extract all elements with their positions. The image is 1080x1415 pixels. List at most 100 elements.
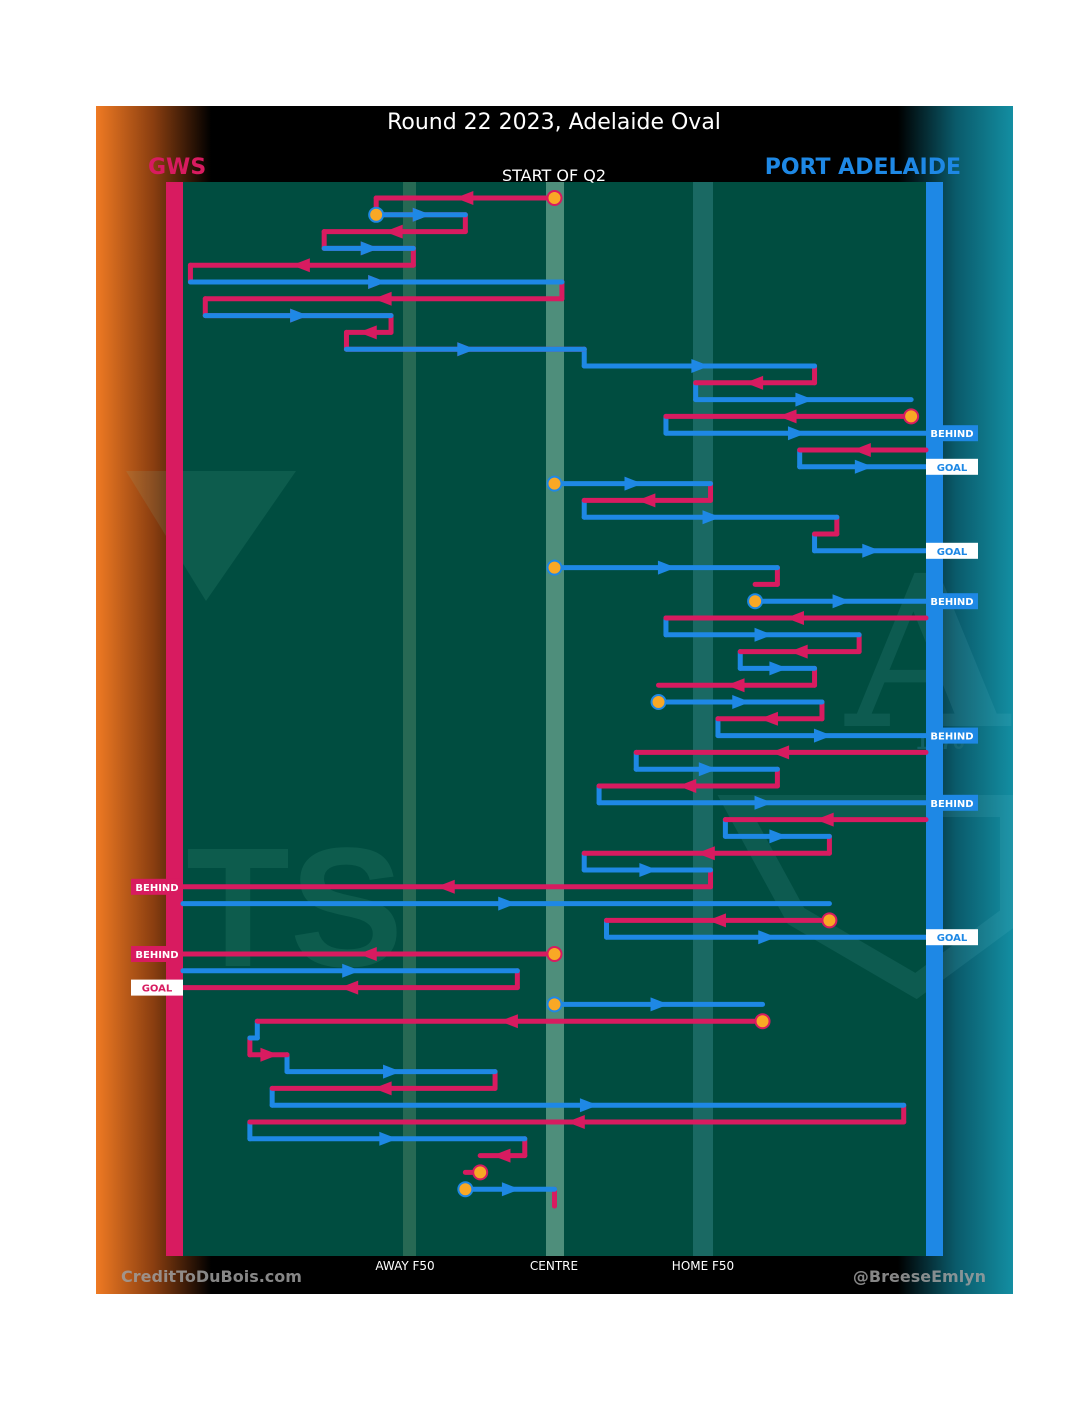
ball-up-marker <box>650 694 667 710</box>
goal-badge <box>131 979 183 996</box>
direction-arrow-icon <box>373 1081 392 1096</box>
behind-badge <box>926 794 978 811</box>
behind-badge-label: BEHIND <box>135 950 178 961</box>
goal-badge-label: GOAL <box>937 933 968 944</box>
direction-arrow-icon <box>785 611 804 625</box>
behind-badge <box>131 878 183 895</box>
direction-arrow-icon <box>852 443 871 457</box>
possession-segments <box>180 191 929 1209</box>
direction-arrow-icon <box>373 291 392 306</box>
direction-arrow-icon <box>759 711 778 726</box>
direction-arrow-icon <box>436 879 455 894</box>
ball-up-marker <box>754 1013 771 1030</box>
direction-arrow-icon <box>412 207 431 222</box>
behind-badge-label: BEHIND <box>930 429 973 440</box>
behind-badge-label: BEHIND <box>930 799 973 810</box>
port-goal-bar <box>926 182 943 1256</box>
direction-arrow-icon <box>758 930 777 945</box>
zone-label-centre: CENTRE <box>530 1259 578 1273</box>
direction-arrow-icon <box>384 224 403 239</box>
goal-badge-label: GOAL <box>937 463 968 474</box>
goal-badge <box>926 929 978 946</box>
behind-badge <box>926 727 978 744</box>
direction-arrow-icon <box>789 644 808 659</box>
direction-arrow-icon <box>340 980 359 995</box>
direction-arrow-icon <box>290 308 309 323</box>
ball-up-marker <box>457 1181 474 1198</box>
direction-arrow-icon <box>379 1131 398 1146</box>
direction-arrow-icon <box>771 745 790 760</box>
direction-arrow-icon <box>754 795 773 810</box>
direction-arrow-icon <box>702 510 721 525</box>
direction-arrow-icon <box>795 392 814 407</box>
direction-arrow-icon <box>624 476 643 491</box>
direction-arrow-icon <box>732 695 751 709</box>
possession-chart: A 1870 TS Round 22 2023, Adelaide Oval G… <box>96 106 1013 1294</box>
gws-goal-bar <box>166 182 183 1256</box>
direction-arrow-icon <box>498 896 517 911</box>
behind-badge-label: BEHIND <box>930 597 973 608</box>
direction-arrow-icon <box>696 846 715 861</box>
direction-arrow-icon <box>678 779 697 793</box>
behind-badge <box>926 425 978 442</box>
direction-arrow-icon <box>650 997 669 1012</box>
ball-up-marker <box>546 475 563 492</box>
direction-arrow-icon <box>832 594 851 609</box>
ball-up-marker <box>821 912 838 929</box>
goal-badge-label: GOAL <box>937 547 968 558</box>
direction-arrow-icon <box>745 375 764 390</box>
away-team-label: PORT ADELAIDE <box>765 155 961 180</box>
ball-up-marker <box>747 593 764 610</box>
direction-arrow-icon <box>769 661 788 676</box>
goal-badge-label: GOAL <box>142 984 173 995</box>
direction-arrow-icon <box>657 560 676 575</box>
direction-arrow-icon <box>368 275 387 289</box>
direction-arrow-icon <box>360 241 379 256</box>
ball-up-marker <box>546 559 563 576</box>
direction-arrow-icon <box>457 342 476 357</box>
ball-up-marker <box>546 190 563 206</box>
ball-up-marker <box>368 206 385 223</box>
possession-markers: BEHIND GOAL GOAL BEHIND BEHIND BEHIND BEHIND GO… <box>131 190 978 1198</box>
direction-arrow-icon <box>862 543 881 558</box>
direction-arrow-icon <box>637 493 656 508</box>
zone-label-away-f50: AWAY F50 <box>375 1259 434 1273</box>
behind-badge-label: BEHIND <box>930 732 973 743</box>
right-credit: @BreeseEmlyn <box>853 1267 986 1286</box>
ball-up-marker <box>546 996 563 1013</box>
direction-arrow-icon <box>358 947 377 961</box>
away-f50-line <box>403 182 416 1256</box>
left-credit: CreditToDuBois.com <box>121 1267 302 1286</box>
direction-arrow-icon <box>579 1098 598 1113</box>
direction-arrow-icon <box>815 812 834 827</box>
direction-arrow-icon <box>639 863 658 877</box>
zone-label-home-f50: HOME F50 <box>672 1259 734 1273</box>
centre-line <box>546 182 564 1256</box>
direction-arrow-icon <box>499 1014 518 1029</box>
direction-arrow-icon <box>455 191 474 205</box>
direction-arrow-icon <box>358 325 377 340</box>
direction-arrow-icon <box>501 1182 520 1197</box>
ball-up-marker <box>903 408 920 425</box>
ball-up-marker <box>546 946 563 962</box>
direction-arrow-icon <box>813 728 832 743</box>
direction-arrow-icon <box>691 359 710 373</box>
behind-badge <box>926 593 978 610</box>
possession-chain-poster: A 1870 TS Round 22 2023, Adelaide Oval G… <box>96 106 1013 1294</box>
direction-arrow-icon <box>778 409 797 424</box>
behind-badge <box>131 946 183 962</box>
page-title: Round 22 2023, Adelaide Oval <box>387 110 721 135</box>
goal-badge <box>926 458 978 475</box>
behind-badge-label: BEHIND <box>135 883 178 894</box>
home-f50-line <box>693 182 713 1256</box>
period-label: START OF Q2 <box>502 166 606 185</box>
gws-watermark-text: TS <box>186 813 403 1003</box>
direction-arrow-icon <box>787 426 806 441</box>
direction-arrow-icon <box>383 1064 402 1079</box>
direction-arrow-icon <box>566 1115 585 1129</box>
ball-up-marker <box>472 1164 489 1181</box>
direction-arrow-icon <box>854 459 873 474</box>
direction-arrow-icon <box>492 1148 511 1163</box>
direction-arrow-icon <box>754 627 773 642</box>
goal-badge <box>926 542 978 559</box>
